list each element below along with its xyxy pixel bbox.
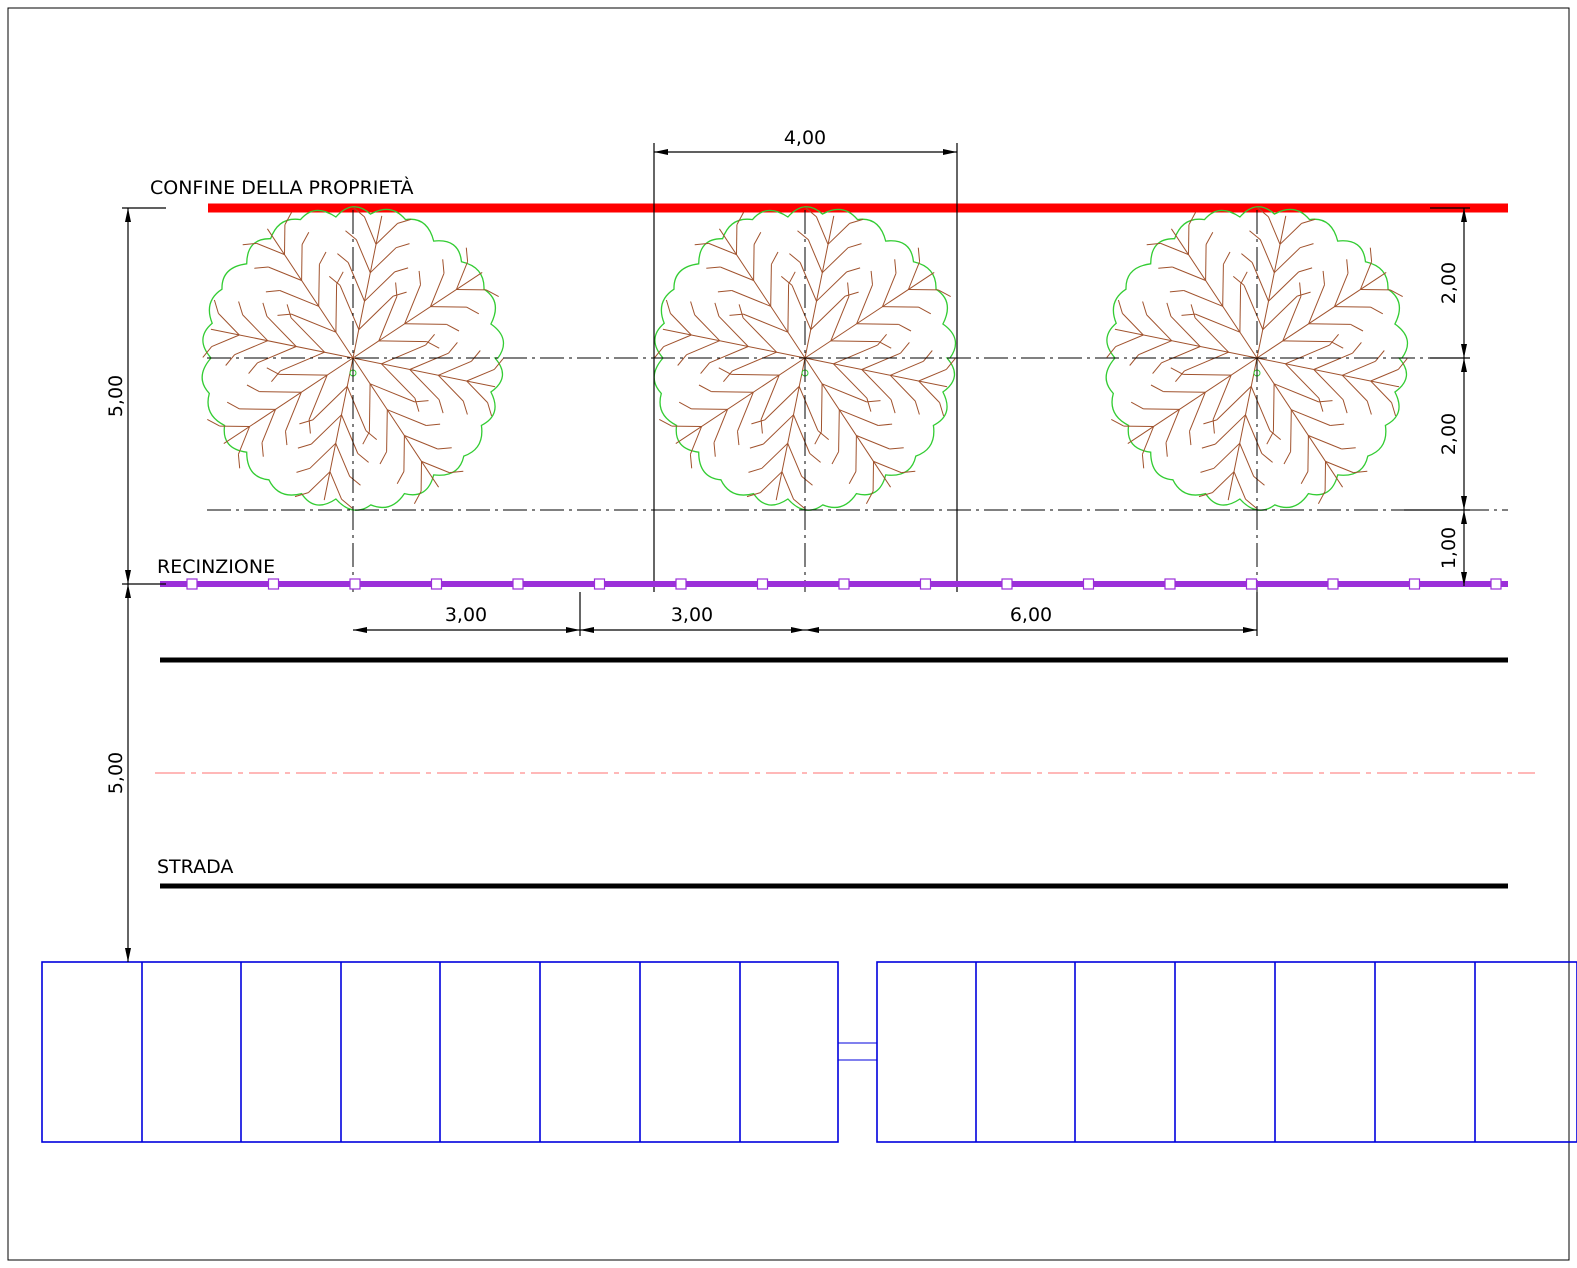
dimension-tree-width-text: 4,00 — [784, 127, 826, 149]
fence-post-icon — [593, 578, 606, 590]
fence-post-icon — [430, 578, 443, 590]
fence-post-icon — [1001, 578, 1013, 590]
fence-post-icon — [349, 578, 361, 590]
fence-post-icon — [186, 578, 198, 590]
dimension-boundary-to-axis: 2,00 — [1438, 262, 1460, 304]
fence-post-icon — [267, 578, 280, 590]
dimension-tree-width — [654, 149, 957, 155]
fence-post-icon — [1327, 578, 1339, 590]
fence-post-icon — [1164, 578, 1176, 590]
fence-post-icon — [756, 578, 769, 590]
dimension-bottom-2: 3,00 — [671, 604, 713, 626]
dimension-bottom-3: 6,00 — [1010, 604, 1052, 626]
road-label: STRADA — [157, 856, 233, 878]
dimension-boundary-to-fence: 5,00 — [105, 375, 127, 417]
dimension-right-chain — [1404, 207, 1470, 586]
fence-post-icon — [1245, 578, 1258, 590]
fence — [160, 578, 1508, 590]
fence-post-icon — [675, 578, 687, 590]
dimension-bottom-chain — [353, 592, 1258, 636]
fence-label: RECINZIONE — [157, 556, 275, 578]
fence-post-icon — [1490, 578, 1502, 590]
fence-post-icon — [1408, 578, 1421, 590]
dimension-fence-to-building: 5,00 — [105, 752, 127, 794]
fence-post-icon — [919, 578, 932, 590]
fence-post-icon — [838, 578, 850, 590]
sheet-frame — [7, 7, 1570, 1261]
dimension-canopy-to-fence: 1,00 — [1438, 527, 1460, 569]
building-footprint — [41, 961, 1577, 1143]
dimension-axis-to-edge: 2,00 — [1438, 413, 1460, 455]
dimension-bottom-1: 3,00 — [445, 604, 487, 626]
center-lines — [207, 143, 1508, 592]
fence-post-icon — [512, 578, 524, 590]
dimension-left-chain — [122, 207, 166, 962]
property-boundary-label: CONFINE DELLA PROPRIETÀ — [150, 176, 414, 199]
fence-post-icon — [1082, 578, 1095, 590]
